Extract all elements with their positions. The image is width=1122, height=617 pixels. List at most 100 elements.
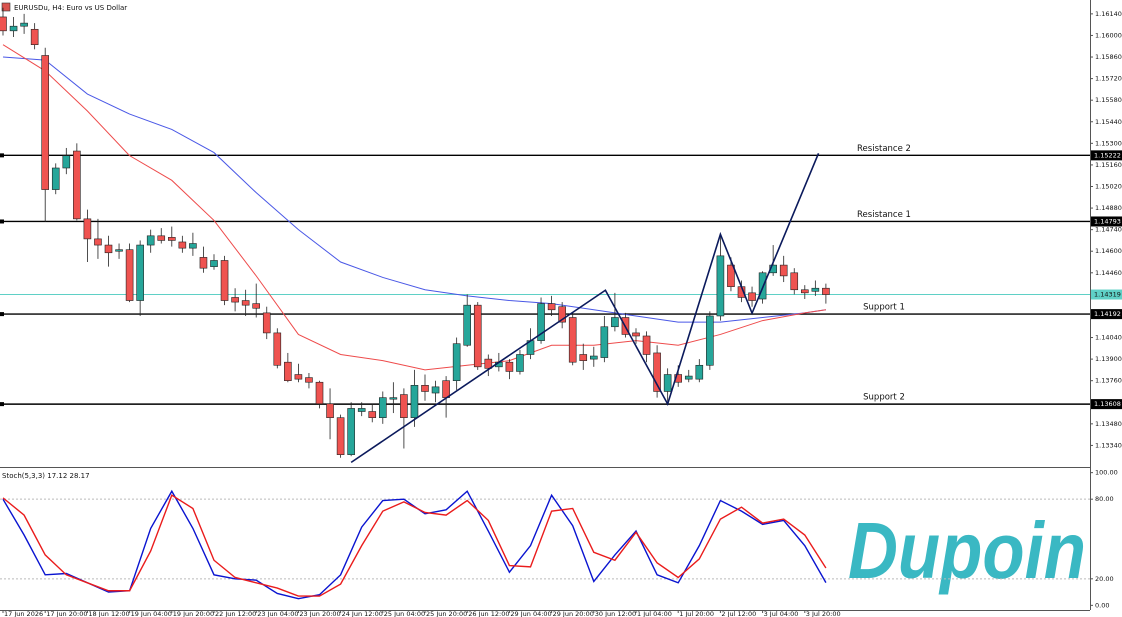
candle-body bbox=[241, 300, 250, 306]
candle-body bbox=[706, 315, 714, 366]
x-tick-label: 18 Jun 12:00 bbox=[88, 610, 129, 617]
candle-body bbox=[558, 306, 566, 323]
candle-body bbox=[716, 255, 725, 317]
chart-title: EURUSDu, H4: Euro vs US Dollar bbox=[14, 4, 127, 12]
x-tick-label: 3 Jul 04:00 bbox=[764, 610, 799, 617]
y-tick-label: 80.00 bbox=[1095, 495, 1114, 503]
candle-body bbox=[294, 374, 303, 380]
candle-body bbox=[347, 408, 355, 455]
candle-body bbox=[547, 303, 556, 311]
x-tick-label: 23 Jun 20:00 bbox=[299, 610, 340, 617]
candle-body bbox=[368, 411, 377, 418]
candle-body bbox=[357, 408, 366, 412]
candle-body bbox=[727, 264, 735, 287]
level-price-box bbox=[1091, 150, 1122, 161]
y-tick-label: 0.00 bbox=[1095, 601, 1109, 609]
y-tick-label: 1.15860 bbox=[1095, 53, 1122, 61]
y-tick-label: 1.13760 bbox=[1095, 377, 1122, 385]
candle-body bbox=[189, 243, 197, 249]
candle-body bbox=[790, 272, 799, 291]
candle-body bbox=[748, 292, 756, 301]
y-tick-label: 1.15020 bbox=[1095, 182, 1122, 190]
level-anchor bbox=[0, 312, 4, 317]
candle-body bbox=[516, 354, 524, 372]
level-anchor bbox=[0, 402, 4, 407]
candle-body bbox=[336, 417, 345, 455]
x-tick-label: 25 Jun 04:00 bbox=[384, 610, 425, 617]
candle-body bbox=[62, 155, 71, 169]
x-tick-label: 19 Jun 20:00 bbox=[173, 610, 214, 617]
level-anchor bbox=[0, 153, 4, 158]
level-price-label: 1.14192 bbox=[1094, 310, 1121, 318]
chart-icon bbox=[1, 2, 11, 12]
candle-body bbox=[410, 385, 419, 418]
level-price-label: 1.15222 bbox=[1094, 151, 1121, 159]
level-price-label: 1.13608 bbox=[1094, 400, 1121, 408]
level-name: Support 2 bbox=[863, 393, 905, 403]
y-tick-label: 1.15440 bbox=[1095, 118, 1122, 126]
y-tick-label: 1.16140 bbox=[1095, 10, 1122, 18]
candle-body bbox=[41, 55, 50, 190]
x-tick-label: 30 Jun 12:00 bbox=[595, 610, 636, 617]
candle-body bbox=[284, 361, 292, 381]
candle-body bbox=[9, 25, 18, 32]
candle-body bbox=[389, 397, 398, 400]
x-tick-label: 29 Jun 20:00 bbox=[553, 610, 594, 617]
x-tick-label: 17 Jun 20:00 bbox=[46, 610, 87, 617]
x-tick-label: 19 Jun 04:00 bbox=[131, 610, 172, 617]
indicator-label: Stoch(5,3,3) 17.12 28.17 bbox=[2, 472, 90, 480]
candle-body bbox=[431, 386, 440, 394]
level-price-box bbox=[1091, 399, 1122, 410]
y-tick-label: 1.15580 bbox=[1095, 96, 1122, 104]
candle-body bbox=[220, 260, 229, 301]
candle-body bbox=[611, 317, 619, 328]
candle-body bbox=[452, 343, 461, 381]
candle-body bbox=[400, 394, 408, 418]
y-tick-label: 1.14040 bbox=[1095, 334, 1122, 342]
candle-body bbox=[51, 167, 60, 190]
candle-body bbox=[822, 287, 830, 295]
y-tick-label: 1.15300 bbox=[1095, 139, 1122, 147]
x-tick-label: 26 Jun 12:00 bbox=[468, 610, 509, 617]
level-price-box bbox=[1091, 216, 1122, 227]
y-tick-label: 1.15160 bbox=[1095, 161, 1122, 169]
candle-body bbox=[30, 28, 39, 45]
candle-body bbox=[262, 312, 271, 334]
bid-price-label: 1.14319 bbox=[1094, 291, 1121, 299]
x-tick-label: 29 Jun 04:00 bbox=[510, 610, 551, 617]
candle-body bbox=[800, 289, 809, 294]
candle-body bbox=[600, 326, 609, 358]
candle-body bbox=[231, 297, 239, 303]
candle-body bbox=[663, 374, 672, 392]
candle-body bbox=[146, 235, 155, 246]
candle-body bbox=[484, 358, 493, 369]
x-tick-label: 23 Jun 04:00 bbox=[257, 610, 298, 617]
candle-body bbox=[811, 287, 820, 292]
candle-body bbox=[505, 361, 514, 372]
watermark-logo: Dupoin bbox=[848, 506, 1086, 595]
candle-body bbox=[378, 397, 387, 418]
y-tick-label: 100.00 bbox=[1095, 469, 1118, 477]
candle-body bbox=[94, 238, 102, 246]
candle-body bbox=[0, 16, 7, 32]
candle-body bbox=[579, 354, 588, 361]
candle-body bbox=[115, 249, 123, 252]
x-tick-label: 1 Jul 04:00 bbox=[637, 610, 672, 617]
x-tick-label: 3 Jul 20:00 bbox=[806, 610, 841, 617]
x-tick-label: 24 Jun 12:00 bbox=[342, 610, 383, 617]
y-tick-label: 1.15720 bbox=[1095, 75, 1122, 83]
candle-body bbox=[779, 264, 788, 277]
level-name: Resistance 1 bbox=[857, 210, 911, 220]
candle-body bbox=[653, 352, 661, 392]
x-tick-label: 1 Jul 20:00 bbox=[679, 610, 714, 617]
candle-body bbox=[199, 257, 208, 269]
level-price-box bbox=[1091, 309, 1122, 320]
y-tick-label: 1.14740 bbox=[1095, 226, 1122, 234]
stochastic-line bbox=[2, 494, 827, 597]
level-name: Resistance 2 bbox=[857, 144, 911, 154]
y-tick-label: 1.13340 bbox=[1095, 441, 1122, 449]
y-tick-label: 1.13480 bbox=[1095, 420, 1122, 428]
candle-body bbox=[305, 377, 313, 383]
candle-body bbox=[463, 304, 472, 346]
